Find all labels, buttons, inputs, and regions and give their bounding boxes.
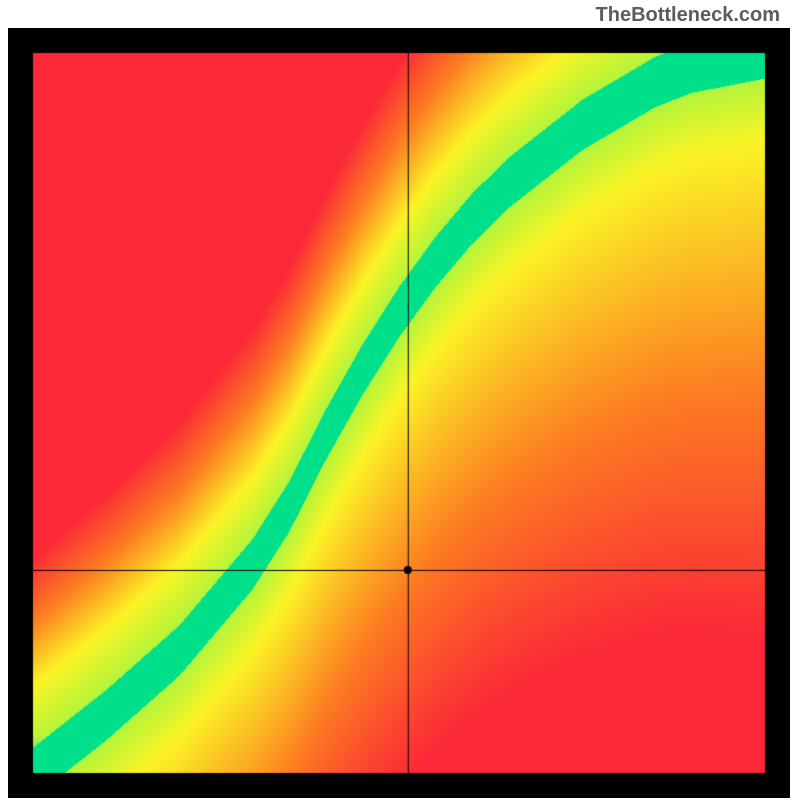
watermark-text: TheBottleneck.com [596,4,780,27]
bottleneck-heatmap [8,28,790,798]
heatmap-canvas [8,28,790,798]
